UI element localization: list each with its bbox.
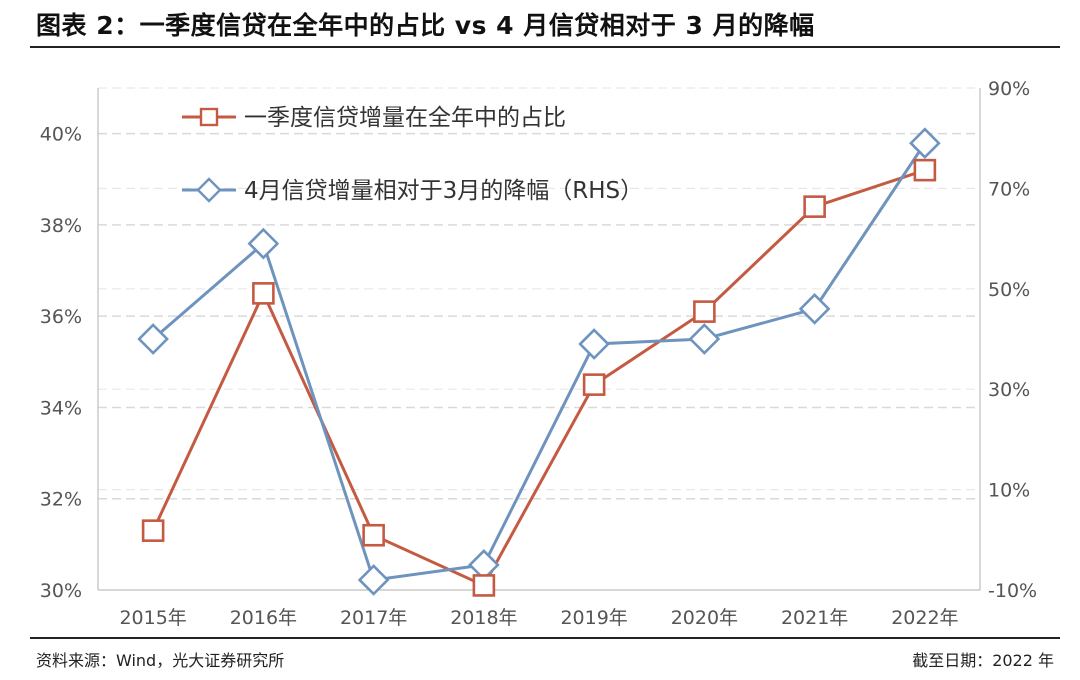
- left-tick-label: 34%: [40, 397, 82, 419]
- chart-title: 图表 2：一季度信贷在全年中的占比 vs 4 月信贷相对于 3 月的降幅: [36, 11, 815, 40]
- series-line-share: [151, 168, 926, 588]
- square-marker: [472, 574, 496, 597]
- x-tick-label: 2022年: [891, 607, 958, 629]
- square-marker: [803, 195, 826, 218]
- title-rule: [30, 46, 1060, 48]
- x-tick-label: 2020年: [671, 607, 738, 629]
- x-tick-label: 2016年: [230, 607, 297, 629]
- legend-label-share: 一季度信贷增量在全年中的占比: [244, 105, 566, 131]
- date-note: 截至日期：2022 年: [912, 651, 1054, 670]
- diamond-marker: [909, 127, 941, 160]
- legend-marker-square: [199, 107, 219, 127]
- x-tick-label: 2018年: [450, 607, 517, 629]
- footer-rule: [30, 637, 1060, 639]
- right-tick-label: 90%: [988, 78, 1030, 100]
- square-marker: [582, 373, 606, 396]
- left-tick-label: 32%: [40, 489, 82, 511]
- x-tick-label: 2015年: [119, 607, 186, 629]
- square-marker: [913, 158, 937, 182]
- source-note: 资料来源：Wind，光大证券研究所: [36, 651, 285, 670]
- square-marker: [252, 282, 275, 305]
- left-tick-label: 36%: [40, 306, 82, 328]
- diamond-marker: [578, 328, 610, 360]
- right-tick-label: -10%: [988, 580, 1037, 602]
- legend-marker-diamond: [196, 177, 222, 203]
- square-marker: [693, 300, 716, 323]
- diamond-marker: [137, 323, 169, 355]
- left-tick-label: 40%: [40, 124, 82, 146]
- right-tick-label: 10%: [988, 480, 1030, 502]
- legend-label-decline: 4月信贷增量相对于3月的降幅（RHS）: [244, 178, 643, 204]
- right-tick-label: 70%: [988, 178, 1030, 200]
- diamond-marker: [357, 564, 390, 596]
- x-tick-label: 2017年: [340, 607, 407, 629]
- left-tick-label: 38%: [40, 215, 82, 237]
- diamond-marker: [798, 293, 831, 325]
- series-line-decline: [152, 142, 927, 582]
- x-tick-label: 2019年: [560, 607, 627, 629]
- diamond-marker: [688, 323, 721, 355]
- square-marker: [362, 523, 385, 547]
- left-tick-label: 30%: [40, 580, 82, 602]
- right-tick-label: 50%: [988, 279, 1030, 301]
- right-tick-label: 30%: [988, 379, 1030, 401]
- diamond-marker: [247, 227, 280, 260]
- x-tick-label: 2021年: [781, 607, 848, 629]
- square-marker: [141, 519, 165, 542]
- line-chart: 30% 32% 34% 36% 38% 40% -10% 10% 30% 50% 70% 90% 201…: [40, 78, 1037, 629]
